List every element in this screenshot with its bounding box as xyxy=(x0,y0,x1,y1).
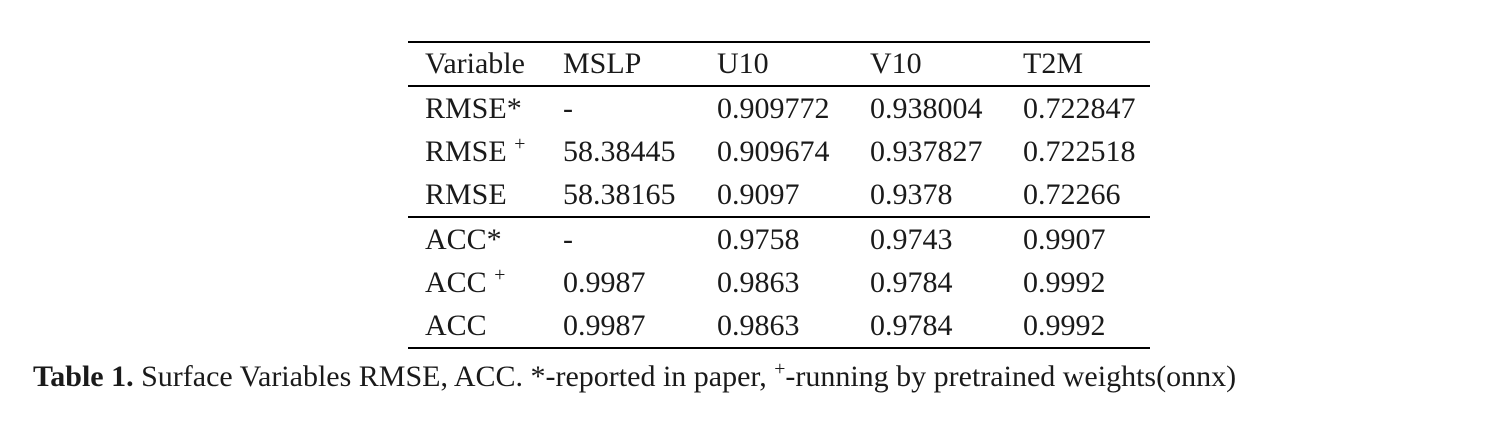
column-header: Variable xyxy=(425,47,525,80)
table-cell: 0.938004 xyxy=(870,92,983,125)
table-row: RMSE 58.38165 0.9097 0.9378 0.72266 xyxy=(408,173,1150,217)
table-cell: 0.909674 xyxy=(717,135,830,168)
column-header: U10 xyxy=(717,47,769,80)
caption-text: Surface Variables RMSE, ACC. *-reported … xyxy=(133,360,775,393)
table-cell: 0.9987 xyxy=(563,266,646,299)
table-cell: - xyxy=(563,92,573,125)
row-label: RMSE* xyxy=(425,92,522,125)
table-cell: 0.9992 xyxy=(1023,309,1106,342)
table-row: ACC* - 0.9758 0.9743 0.9907 xyxy=(408,217,1150,261)
row-label: ACC* xyxy=(425,223,502,256)
results-table: Variable MSLP U10 V10 T2M RMSE* - 0.909772 0.93… xyxy=(408,41,1150,349)
table-body: RMSE* -0.909772 0.938004 0.722847 RMSE +58.3… xyxy=(408,86,1150,348)
row-label: ACC + xyxy=(425,264,506,299)
table-cell: 0.9378 xyxy=(870,178,953,211)
table-cell: 0.9784 xyxy=(870,309,953,342)
table-cell: 0.722518 xyxy=(1023,135,1136,168)
column-header: MSLP xyxy=(563,47,642,80)
table-cell: - xyxy=(563,223,573,256)
caption-text: -running by pretrained weights(onnx) xyxy=(785,360,1237,393)
table-row: ACC 0.9987 0.9863 0.9784 0.9992 xyxy=(408,304,1150,348)
row-label: ACC xyxy=(425,309,487,342)
table-cell: 0.9987 xyxy=(563,309,646,342)
table-cell: 58.38445 xyxy=(563,135,676,168)
row-label: RMSE xyxy=(425,178,507,211)
table-cell: 0.909772 xyxy=(717,92,830,125)
superscript-marker: + xyxy=(514,133,526,155)
table-cell: 0.9863 xyxy=(717,266,800,299)
table-row: RMSE* - 0.909772 0.938004 0.722847 xyxy=(408,86,1150,130)
table-cell: 0.937827 xyxy=(870,135,983,168)
column-header: V10 xyxy=(870,47,922,80)
table-cell: 0.9097 xyxy=(717,178,800,211)
superscript-marker: + xyxy=(774,358,786,380)
table-row: ACC + 0.9987 0.9863 0.9784 0.9992 xyxy=(408,261,1150,304)
table-caption: Table 1. Surface Variables RMSE, ACC. *-… xyxy=(33,356,1236,398)
table-cell: 0.722847 xyxy=(1023,92,1136,125)
table-cell: 0.9907 xyxy=(1023,223,1106,256)
table-cell: 0.9992 xyxy=(1023,266,1106,299)
table-row: RMSE + 58.38445 0.909674 0.937827 0.722518 xyxy=(408,130,1150,173)
superscript-marker: + xyxy=(494,264,506,286)
table-cell: 0.9743 xyxy=(870,223,953,256)
caption-label: Table 1. xyxy=(33,360,134,393)
table-cell: 0.9784 xyxy=(870,266,953,299)
table-cell: 0.9758 xyxy=(717,223,800,256)
row-label: RMSE + xyxy=(425,133,526,168)
table-header-row: Variable MSLP U10 V10 T2M xyxy=(408,42,1150,86)
column-header: T2M xyxy=(1023,47,1083,80)
table-cell: 0.9863 xyxy=(717,309,800,342)
table-cell: 58.38165 xyxy=(563,178,676,211)
table-cell: 0.72266 xyxy=(1023,178,1121,211)
